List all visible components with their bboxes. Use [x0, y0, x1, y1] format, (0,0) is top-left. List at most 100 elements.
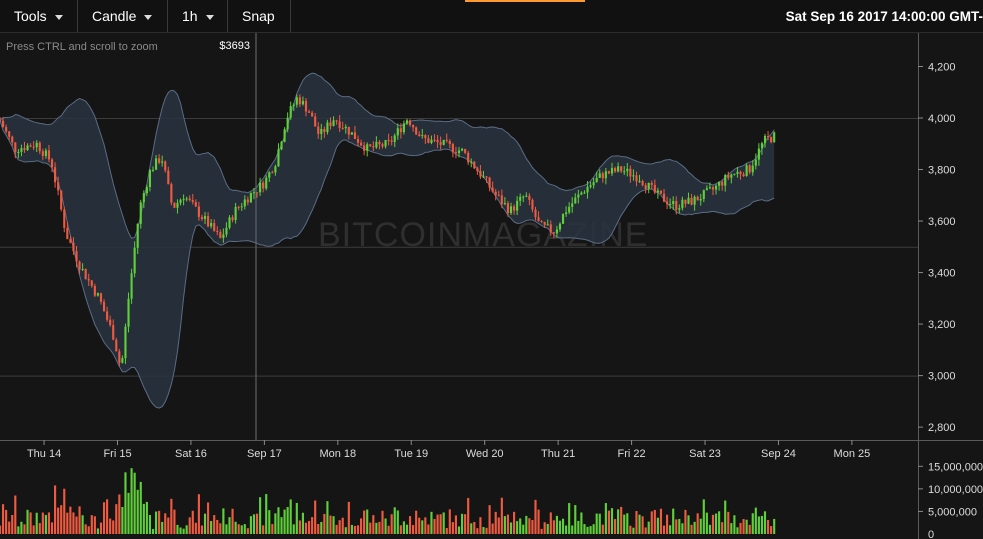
candle-body: [687, 197, 690, 204]
volume-bar: [78, 506, 81, 534]
y-tick-label: 3,200: [928, 319, 956, 331]
candle-body: [583, 192, 586, 194]
candle-body: [372, 146, 375, 148]
candle-body: [733, 173, 736, 175]
candle-body: [669, 204, 672, 206]
candle-body: [66, 227, 69, 240]
volume-bar: [751, 513, 754, 534]
candle-body: [757, 148, 760, 160]
x-tick-label: Mon 18: [319, 448, 356, 460]
volume-bar: [301, 512, 305, 534]
candle-body: [210, 223, 213, 227]
candle-body: [60, 190, 63, 210]
candle-body: [464, 148, 467, 153]
candle-body: [525, 195, 528, 197]
candle-body: [314, 116, 317, 127]
candle-body: [457, 150, 461, 154]
volume-bar: [632, 527, 635, 534]
candle-body: [763, 135, 767, 144]
candle-body: [295, 97, 298, 105]
volume-bar: [653, 509, 656, 534]
candle-body: [57, 182, 60, 191]
candle-body: [47, 150, 51, 160]
volume-bar: [534, 499, 537, 534]
volume-bar: [638, 514, 641, 534]
volume-bar: [647, 521, 650, 534]
candle-body: [277, 149, 280, 167]
volume-bar: [760, 515, 764, 534]
candle-body: [41, 151, 44, 156]
candle-body: [188, 198, 191, 201]
candle-body: [610, 168, 614, 174]
volume-bar: [231, 508, 234, 534]
y-tick-label: 3,000: [928, 371, 956, 383]
candle-body: [154, 158, 158, 170]
volume-bar: [185, 525, 188, 534]
candle-body: [399, 128, 402, 133]
tools-label: Tools: [14, 8, 47, 24]
candle-body: [467, 152, 470, 163]
volume-bar: [50, 522, 54, 534]
volume-bar: [57, 507, 60, 534]
volume-bar: [641, 516, 644, 534]
volume-bar: [240, 525, 243, 534]
volume-bar: [635, 511, 638, 534]
chevron-down-icon: [54, 14, 63, 20]
volume-bar: [344, 527, 347, 534]
candle-body: [145, 187, 148, 194]
candle-body: [341, 127, 344, 129]
x-tick-label: Thu 14: [27, 448, 61, 460]
candle-body: [133, 247, 136, 274]
candle-body: [369, 144, 372, 147]
candle-body: [760, 143, 764, 149]
candle-body: [384, 139, 387, 147]
candle-body: [488, 177, 491, 188]
candle-body: [503, 203, 506, 205]
volume-bar: [93, 516, 96, 534]
volume-bar: [509, 522, 513, 534]
candle-body: [102, 301, 106, 312]
candle-body: [292, 104, 295, 106]
volume-bar: [513, 511, 516, 534]
candle-body: [607, 171, 611, 174]
volume-bar: [26, 509, 29, 534]
volume-bar: [739, 522, 742, 534]
candle-body: [506, 203, 510, 214]
candle-body: [653, 184, 656, 193]
chart-type-dropdown[interactable]: Candle: [78, 0, 168, 32]
candle-body: [754, 159, 757, 166]
volume-bar: [766, 520, 770, 534]
volume-bar: [705, 512, 708, 534]
volume-bar: [356, 525, 360, 534]
candle-body: [44, 150, 47, 156]
tools-dropdown[interactable]: Tools: [0, 0, 78, 32]
volume-bar: [133, 472, 136, 534]
candle-body: [274, 166, 277, 173]
volume-bar: [216, 519, 219, 534]
volume-bar: [565, 525, 568, 534]
y-tick-label: 4,000: [928, 113, 956, 125]
interval-dropdown[interactable]: 1h: [168, 0, 228, 32]
candle-body: [320, 128, 323, 134]
volume-bar: [552, 520, 555, 534]
volume-bar: [271, 524, 274, 534]
volume-bar: [72, 512, 75, 534]
candle-body: [598, 173, 601, 178]
chevron-down-icon: [205, 14, 214, 20]
snap-button[interactable]: Snap: [228, 0, 291, 32]
candle-body: [666, 201, 669, 205]
candle-body: [109, 319, 112, 326]
candle-body: [393, 135, 396, 142]
candle-body: [433, 139, 436, 141]
volume-bar: [326, 501, 329, 534]
candle-body: [329, 122, 332, 126]
volume-bar: [265, 494, 268, 534]
volume-bar: [286, 506, 289, 534]
candle-body: [491, 187, 494, 192]
volume-bar: [167, 517, 170, 534]
candle-body: [638, 181, 641, 183]
volume-bar: [586, 526, 589, 534]
volume-bar: [543, 522, 546, 534]
chevron-down-icon: [144, 14, 153, 20]
